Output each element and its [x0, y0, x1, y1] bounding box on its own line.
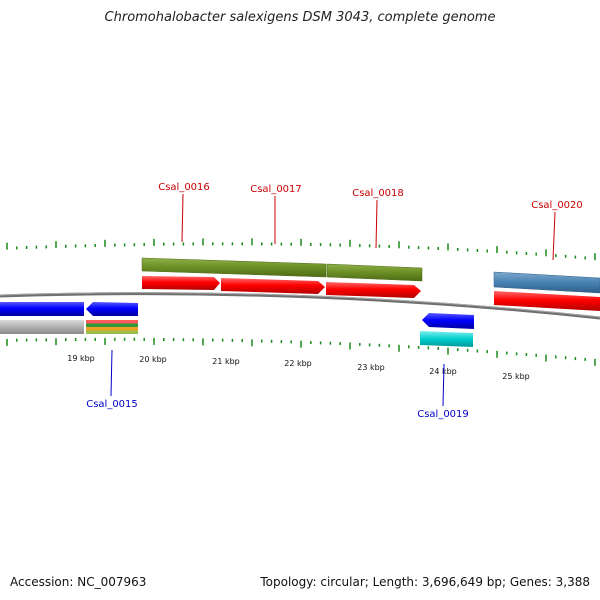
gene-track-reverse-left: [0, 320, 84, 334]
gene-track-forward-0016-0018: [141, 257, 327, 278]
cds-arrow-csal-0018: [326, 282, 421, 298]
scale-label: 23 kbp: [357, 363, 385, 372]
gene-label-text-csal-0017: Csal_0017: [250, 184, 302, 195]
gene-label-text-csal-0015: Csal_0015: [86, 399, 138, 410]
scale-label: 19 kbp: [67, 354, 95, 363]
scale-label: 24 kbp: [429, 367, 457, 376]
gene-label-csal-0017: Csal_0017: [250, 184, 302, 244]
gene-label-csal-0015: Csal_0015: [86, 349, 138, 410]
accession-text: Accession: NC_007963: [10, 575, 147, 589]
gene-label-csal-0018: Csal_0018: [352, 188, 404, 249]
gene-label-csal-0016: Csal_0016: [158, 182, 210, 243]
gene-label-text-csal-0016: Csal_0016: [158, 182, 210, 193]
scale-label: 25 kbp: [502, 372, 530, 381]
upper-tick-row: [6, 238, 596, 261]
gene-track-reverse-0019: [420, 331, 473, 347]
cds-arrow-csal-0017: [221, 278, 325, 294]
cds-arrow-csal-0015: [86, 302, 138, 316]
cds-arrow-csal-0016: [142, 276, 220, 290]
cds-arrow-left-blue: [0, 302, 84, 316]
gene-label-csal-0019: Csal_0019: [417, 363, 469, 420]
scale-label: 22 kbp: [284, 359, 312, 368]
lower-tick-row: [6, 337, 596, 366]
scale-labels: 19 kbp 20 kbp 21 kbp 22 kbp 23 kbp 24 kbp 25 k…: [67, 354, 530, 381]
gene-label-text-csal-0019: Csal_0019: [417, 409, 469, 420]
genome-summary-text: Topology: circular; Length: 3,696,649 bp…: [260, 575, 590, 589]
gene-label-text-csal-0020: Csal_0020: [531, 200, 583, 211]
map-title: Chromohalobacter salexigens DSM 3043, co…: [104, 10, 496, 25]
gene-track-forward-0018b: [326, 263, 423, 282]
gene-track-reverse-0015-multicolor: [86, 320, 138, 334]
scale-label: 21 kbp: [212, 357, 240, 366]
gene-track-forward-0020: [493, 271, 600, 294]
cds-arrow-csal-0020: [494, 291, 600, 311]
gene-label-csal-0020: Csal_0020: [531, 200, 583, 261]
cds-arrow-csal-0019: [422, 313, 474, 329]
genome-backbone: [0, 292, 600, 320]
gene-label-text-csal-0018: Csal_0018: [352, 188, 404, 199]
scale-label: 20 kbp: [139, 355, 167, 364]
